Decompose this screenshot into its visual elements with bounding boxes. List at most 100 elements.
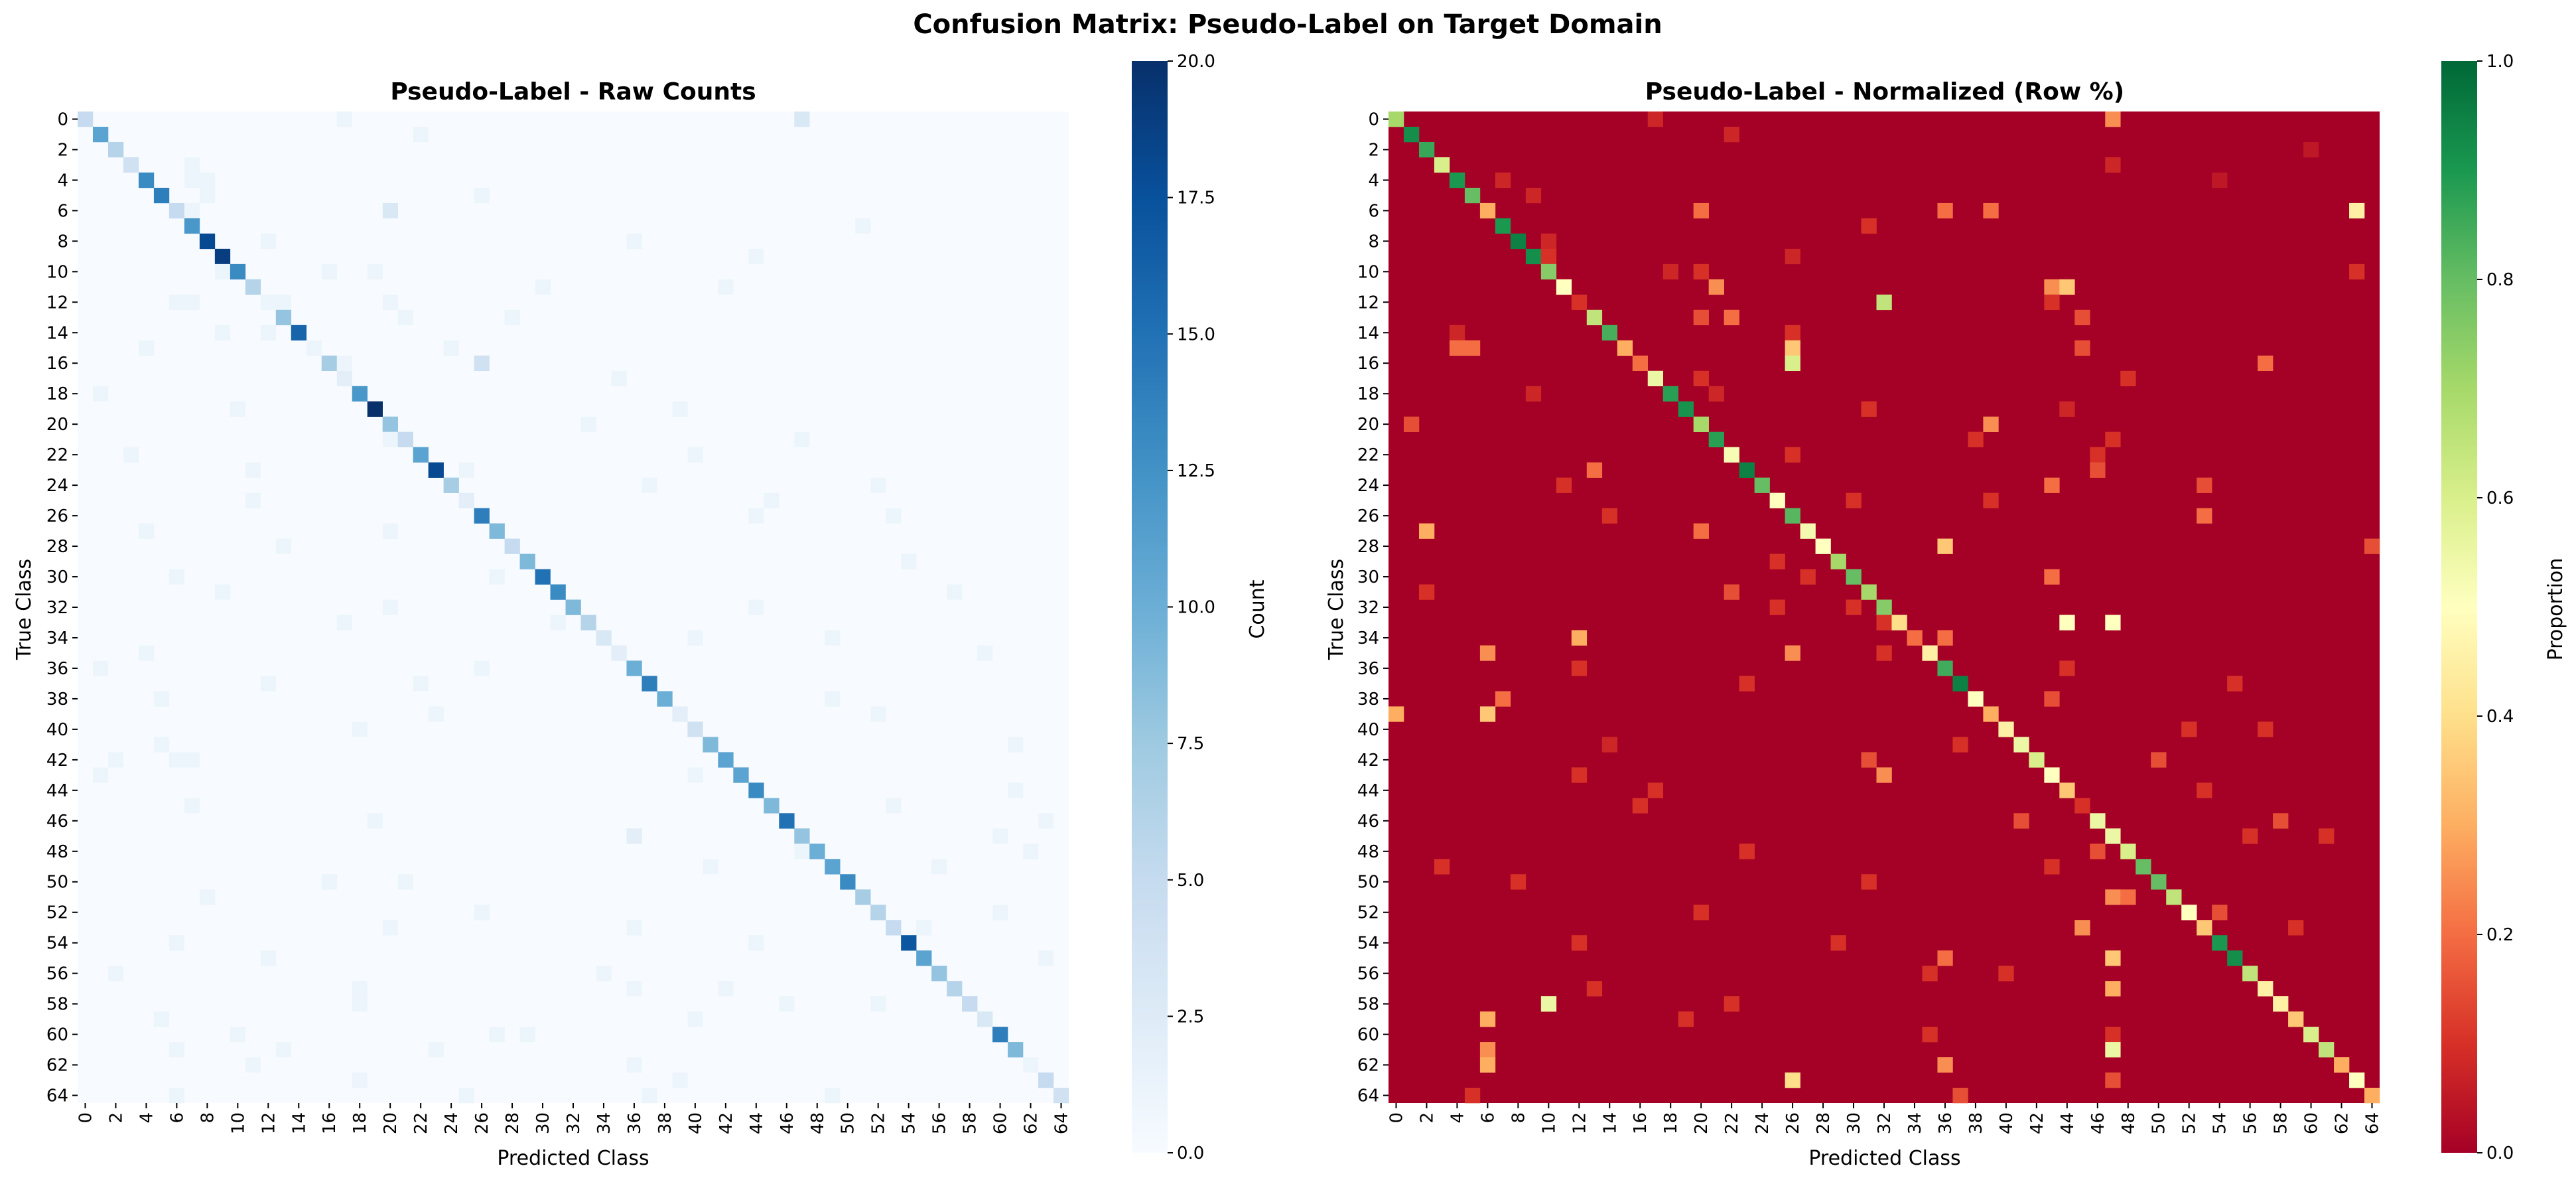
heatmap-cell — [626, 233, 642, 250]
y-tick-label: 44 — [1357, 781, 1379, 801]
heatmap-cell — [397, 874, 413, 890]
heatmap-cell — [580, 615, 596, 630]
y-tick-label: 50 — [1357, 873, 1379, 893]
x-tick-label: 44 — [747, 1112, 767, 1134]
heatmap-cell — [275, 309, 292, 326]
heatmap-cell — [1937, 660, 1953, 676]
heatmap-cell — [1053, 1088, 1069, 1104]
heatmap-cell — [1693, 905, 1709, 921]
heatmap-cell — [2044, 477, 2060, 493]
heatmap-cell — [687, 447, 703, 463]
heatmap-cell — [1540, 263, 1557, 280]
heatmap-cell — [2319, 828, 2335, 844]
x-tick-label: 62 — [1022, 1112, 1042, 1134]
heatmap-cell — [1693, 263, 1709, 280]
heatmap-cell — [1846, 569, 1862, 585]
y-tick-label: 52 — [1357, 903, 1379, 923]
heatmap-cell — [1800, 523, 1816, 539]
heatmap-cell — [687, 1011, 703, 1027]
heatmap-cell — [2059, 401, 2075, 417]
raw-counts-panel: Pseudo-Label - Raw Counts 00224466881010… — [13, 52, 1269, 1170]
heatmap-cell — [1876, 599, 1892, 615]
heatmap-cell — [1769, 553, 1785, 569]
heatmap-cell — [1937, 202, 1953, 219]
heatmap-cell — [764, 798, 780, 814]
y-tick-label: 42 — [1357, 751, 1379, 771]
heatmap-cell — [1693, 370, 1709, 387]
heatmap-cell — [184, 294, 200, 311]
heatmap-cell — [1876, 767, 1892, 783]
heatmap-cell — [1662, 263, 1678, 280]
heatmap-cell — [199, 889, 216, 905]
heatmap-cell — [1876, 645, 1892, 661]
x-tick-label: 48 — [808, 1112, 828, 1134]
y-tick-label: 54 — [46, 934, 68, 954]
heatmap-cell — [1662, 386, 1678, 402]
heatmap-cell — [260, 325, 277, 341]
y-tick-label: 14 — [1357, 323, 1379, 343]
heatmap-cell — [992, 905, 1008, 921]
heatmap-cell — [214, 325, 231, 341]
heatmap-cell — [931, 966, 947, 982]
heatmap-cell — [1479, 1057, 1496, 1073]
heatmap-cell — [107, 141, 124, 158]
heatmap-cell — [1008, 1042, 1024, 1058]
heatmap-cell — [458, 1088, 474, 1104]
x-tick-label: 38 — [655, 1112, 675, 1134]
x-tick-label: 2 — [106, 1112, 126, 1124]
heatmap-cell — [1678, 401, 1694, 417]
y-tick-label: 12 — [46, 293, 68, 313]
colorbar-tick-label: 0.2 — [2486, 925, 2514, 945]
y-tick-label: 10 — [46, 262, 68, 282]
heatmap-cell — [352, 996, 368, 1012]
colorbar-tick-label: 1.0 — [2486, 52, 2514, 72]
heatmap-cell — [336, 615, 353, 630]
x-tick-label: 0 — [76, 1112, 96, 1124]
y-tick-label: 24 — [46, 476, 68, 496]
heatmap-cell — [1785, 645, 1800, 661]
heatmap-cell — [382, 294, 398, 311]
heatmap-cell — [382, 202, 398, 219]
heatmap-cell — [138, 645, 155, 661]
heatmap-cell — [2258, 981, 2273, 997]
heatmap-cell — [2074, 920, 2090, 936]
normalized-ylabel: True Class — [1325, 559, 1348, 660]
heatmap-cell — [2166, 889, 2182, 905]
heatmap-cell — [1998, 966, 2014, 982]
heatmap-cell — [1023, 844, 1039, 859]
heatmap-cell — [1495, 218, 1511, 234]
heatmap-cell — [2044, 691, 2060, 707]
y-tick-label: 0 — [57, 110, 68, 129]
heatmap-cell — [2105, 157, 2121, 173]
heatmap-cell — [1861, 874, 1877, 890]
heatmap-cell — [275, 294, 292, 311]
x-tick-label: 28 — [1814, 1112, 1834, 1134]
heatmap-cell — [1525, 248, 1542, 265]
heatmap-cell — [413, 447, 429, 463]
heatmap-cell — [1479, 202, 1496, 219]
heatmap-cell — [489, 569, 505, 585]
heatmap-cell — [504, 538, 520, 554]
heatmap-cell — [2105, 1072, 2121, 1088]
y-tick-label: 62 — [46, 1056, 68, 1076]
heatmap-cell — [794, 431, 810, 447]
heatmap-cell — [2120, 844, 2136, 859]
heatmap-cell — [1038, 950, 1054, 966]
heatmap-cell — [1023, 1057, 1039, 1073]
heatmap-cell — [92, 767, 109, 783]
heatmap-cell — [413, 676, 429, 692]
heatmap-cell — [2273, 996, 2289, 1012]
x-tick-label: 18 — [1661, 1112, 1681, 1134]
heatmap-cell — [1693, 202, 1709, 219]
heatmap-cell — [1647, 111, 1664, 127]
heatmap-cell — [2044, 859, 2060, 875]
heatmap-cell — [245, 462, 261, 478]
y-tick-label: 10 — [1357, 262, 1379, 282]
heatmap-cell — [1724, 447, 1739, 463]
heatmap-cell — [1510, 233, 1526, 250]
heatmap-cell — [672, 706, 688, 722]
heatmap-cell — [1617, 340, 1633, 356]
x-tick-label: 60 — [991, 1112, 1011, 1134]
heatmap-cell — [2212, 905, 2228, 921]
heatmap-cell — [1708, 431, 1724, 447]
